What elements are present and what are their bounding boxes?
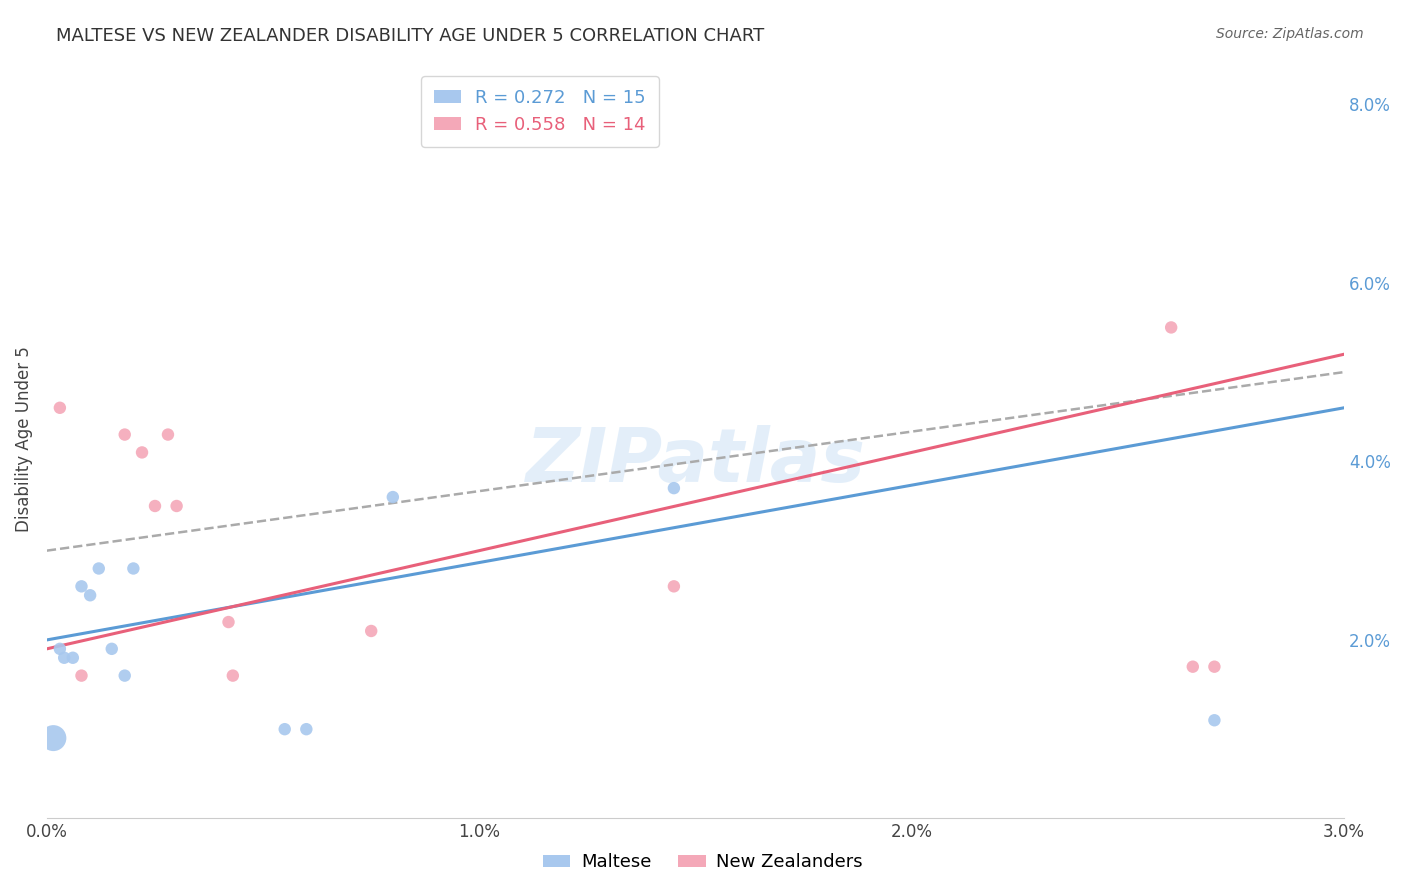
Legend: R = 0.272   N = 15, R = 0.558   N = 14: R = 0.272 N = 15, R = 0.558 N = 14: [422, 76, 658, 146]
Point: [143, 499, 166, 513]
Legend: Maltese, New Zealanders: Maltese, New Zealanders: [536, 847, 870, 879]
Point: [662, 579, 685, 593]
Point: [53, 650, 76, 665]
Point: [274, 722, 297, 736]
Text: MALTESE VS NEW ZEALANDER DISABILITY AGE UNDER 5 CORRELATION CHART: MALTESE VS NEW ZEALANDER DISABILITY AGE …: [56, 27, 765, 45]
Text: Source: ZipAtlas.com: Source: ZipAtlas.com: [1216, 27, 1364, 41]
Point: [100, 641, 122, 656]
Point: [1160, 320, 1182, 334]
Point: [70, 668, 93, 682]
Point: [114, 427, 136, 442]
Point: [156, 427, 179, 442]
Point: [166, 499, 188, 513]
Point: [87, 561, 110, 575]
Point: [662, 481, 685, 495]
Point: [1204, 713, 1226, 727]
Point: [131, 445, 153, 459]
Point: [1204, 659, 1226, 673]
Text: ZIPatlas: ZIPatlas: [526, 425, 866, 499]
Point: [122, 561, 145, 575]
Point: [222, 668, 245, 682]
Point: [62, 650, 84, 665]
Y-axis label: Disability Age Under 5: Disability Age Under 5: [15, 346, 32, 532]
Point: [79, 588, 101, 602]
Point: [1181, 659, 1204, 673]
Point: [70, 579, 93, 593]
Point: [360, 624, 382, 638]
Point: [381, 490, 404, 504]
Point: [49, 401, 72, 415]
Point: [49, 641, 72, 656]
Point: [42, 731, 65, 745]
Point: [114, 668, 136, 682]
Point: [218, 615, 240, 629]
Point: [295, 722, 318, 736]
